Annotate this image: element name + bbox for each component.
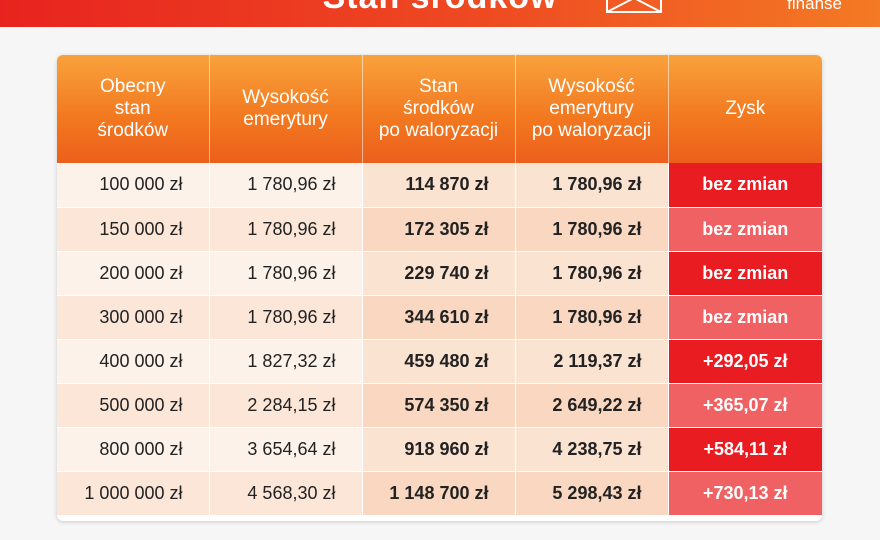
cell-funds-after-indexation: 114 870 zł: [362, 163, 516, 208]
cell-pension: 1 780,96 zł: [209, 251, 363, 296]
brand-label: finanse: [787, 0, 842, 13]
cell-pension-after-indexation: 2 649,22 zł: [515, 383, 669, 428]
header-funds-after-indexation: Stan środków po waloryzacji: [362, 55, 516, 163]
cell-funds-after-indexation: 1 148 700 zł: [362, 471, 516, 516]
cell-pension-after-indexation: 1 780,96 zł: [515, 207, 669, 252]
cell-gain: +292,05 zł: [668, 339, 822, 384]
cell-gain: bez zmian: [668, 163, 822, 208]
cell-current-funds: 800 000 zł: [57, 427, 210, 472]
cell-pension: 1 780,96 zł: [209, 207, 363, 252]
cell-current-funds: 300 000 zł: [57, 295, 210, 340]
header-pension-after-indexation: Wysokość emerytury po waloryzacji: [515, 55, 669, 163]
cell-pension-after-indexation: 1 780,96 zł: [515, 163, 669, 208]
cell-current-funds: 100 000 zł: [57, 163, 210, 208]
cell-gain: +584,11 zł: [668, 427, 822, 472]
cell-pension: 2 284,15 zł: [209, 383, 363, 428]
cell-gain: bez zmian: [668, 295, 822, 340]
table-row: 300 000 zł 1 780,96 zł 344 610 zł 1 780,96 …: [57, 295, 822, 340]
cell-pension: 1 780,96 zł: [209, 295, 363, 340]
cell-pension-after-indexation: 1 780,96 zł: [515, 295, 669, 340]
table-row: 500 000 zł 2 284,15 zł 574 350 zł 2 649,22 …: [57, 383, 822, 428]
cell-funds-after-indexation: 574 350 zł: [362, 383, 516, 428]
pension-table: Obecny stan środków Wysokość emerytury Stan śr…: [57, 55, 822, 516]
cell-current-funds: 150 000 zł: [57, 207, 210, 252]
header-current-funds: Obecny stan środków: [57, 55, 210, 163]
envelope-logo-icon: [606, 0, 662, 13]
cell-current-funds: 500 000 zł: [57, 383, 210, 428]
cell-gain: +365,07 zł: [668, 383, 822, 428]
table-row: 800 000 zł 3 654,64 zł 918 960 zł 4 238,75 …: [57, 427, 822, 472]
cell-pension-after-indexation: 2 119,37 zł: [515, 339, 669, 384]
cell-funds-after-indexation: 229 740 zł: [362, 251, 516, 296]
table-row: 150 000 zł 1 780,96 zł 172 305 zł 1 780,96 …: [57, 207, 822, 252]
cell-current-funds: 400 000 zł: [57, 339, 210, 384]
cell-funds-after-indexation: 172 305 zł: [362, 207, 516, 252]
cell-pension: 1 780,96 zł: [209, 163, 363, 208]
banner-title: Stan środków: [0, 0, 880, 17]
cell-pension: 4 568,30 zł: [209, 471, 363, 516]
table-body: 100 000 zł 1 780,96 zł 114 870 zł 1 780,96 …: [57, 163, 822, 516]
cell-funds-after-indexation: 918 960 zł: [362, 427, 516, 472]
table-header: Obecny stan środków Wysokość emerytury Stan śr…: [57, 55, 822, 163]
cell-gain: +730,13 zł: [668, 471, 822, 516]
table-row: 200 000 zł 1 780,96 zł 229 740 zł 1 780,96 …: [57, 251, 822, 296]
table-row: 400 000 zł 1 827,32 zł 459 480 zł 2 119,37 …: [57, 339, 822, 384]
header-row: Obecny stan środków Wysokość emerytury Stan śr…: [57, 55, 822, 163]
cell-funds-after-indexation: 344 610 zł: [362, 295, 516, 340]
cell-pension-after-indexation: 4 238,75 zł: [515, 427, 669, 472]
cell-current-funds: 200 000 zł: [57, 251, 210, 296]
cell-funds-after-indexation: 459 480 zł: [362, 339, 516, 384]
table-row: 1 000 000 zł 4 568,30 zł 1 148 700 zł 5 298…: [57, 471, 822, 516]
cell-current-funds: 1 000 000 zł: [57, 471, 210, 516]
top-banner: Stan środków finanse: [0, 0, 880, 27]
pension-table-card: Obecny stan środków Wysokość emerytury Stan śr…: [57, 55, 822, 521]
header-gain: Zysk: [668, 55, 822, 163]
cell-pension-after-indexation: 1 780,96 zł: [515, 251, 669, 296]
header-pension: Wysokość emerytury: [209, 55, 363, 163]
cell-pension-after-indexation: 5 298,43 zł: [515, 471, 669, 516]
cell-gain: bez zmian: [668, 207, 822, 252]
cell-pension: 3 654,64 zł: [209, 427, 363, 472]
cell-pension: 1 827,32 zł: [209, 339, 363, 384]
table-row: 100 000 zł 1 780,96 zł 114 870 zł 1 780,96 …: [57, 163, 822, 208]
cell-gain: bez zmian: [668, 251, 822, 296]
